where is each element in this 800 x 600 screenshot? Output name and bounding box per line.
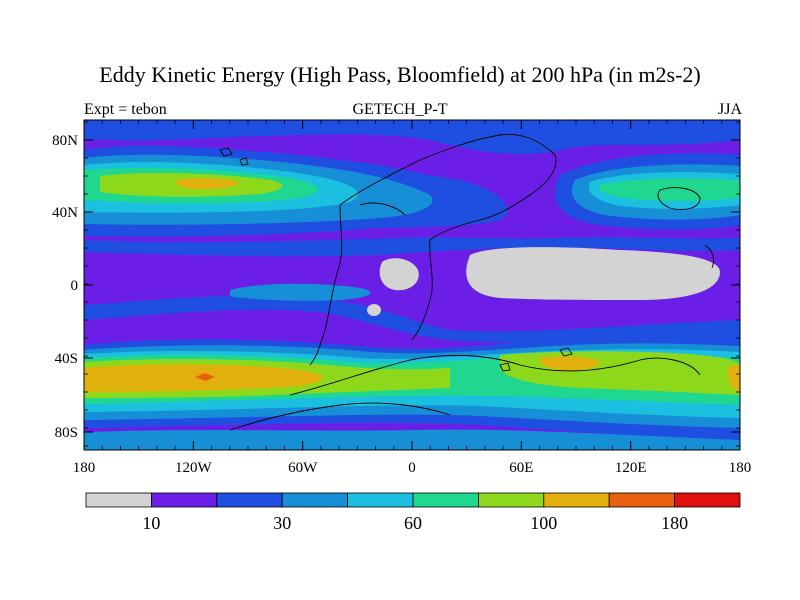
coast-south (289, 354, 701, 396)
colorbar-label: 30 (273, 513, 291, 533)
colorbar-box (412, 492, 479, 508)
fill-n-polar (84, 120, 740, 155)
fill-s-jet-6-edge (728, 364, 740, 392)
experiment-label: Expt = tebon (84, 101, 167, 118)
colorbar-box (216, 492, 283, 508)
fill-s-jet-6-east (539, 356, 600, 371)
colorbar-box (150, 492, 218, 508)
coast-north (339, 133, 557, 241)
colorbar-box (543, 492, 610, 508)
x-axis: 180 120W 60W 0 60E 120E 180 (73, 120, 752, 476)
x-tick-label: 120E (615, 460, 647, 476)
coast-east-margin (411, 239, 433, 341)
y-axis: 80N 40N 0 40S 80S (52, 121, 740, 447)
fill-ne-jet-4 (598, 178, 740, 201)
colorbar-label: 100 (530, 513, 557, 533)
colorbar-box (674, 492, 741, 508)
fill-trop-patch (230, 283, 371, 301)
coast-far-south (229, 402, 451, 431)
colorbar-box (85, 492, 152, 508)
colorbar: 10 30 60 100 180 (85, 492, 741, 533)
x-tick-label: 180 (729, 460, 752, 476)
season-label: JJA (717, 101, 742, 118)
fill-n-jet-6 (175, 178, 239, 189)
x-tick-label: 120W (175, 460, 213, 476)
coast-inner-north (359, 202, 406, 216)
x-tick-label: 60W (288, 460, 318, 476)
fill-eq-low-small (367, 304, 381, 316)
x-tick-label: 0 (408, 460, 416, 476)
colorbar-box (477, 492, 545, 508)
coast-island-east (657, 187, 701, 210)
x-tick-label: 60E (509, 460, 533, 476)
map-title: Eddy Kinetic Energy (High Pass, Bloomfie… (99, 62, 701, 87)
y-tick-label: 40N (52, 205, 78, 221)
colorbar-label: 60 (404, 513, 422, 533)
colorbar-label: 180 (661, 513, 688, 533)
coast-island-se1 (559, 347, 573, 357)
colorbar-box (608, 492, 676, 508)
contour-field (84, 120, 740, 450)
fill-eq-low-center (379, 258, 419, 291)
fill-s-polar (84, 429, 740, 450)
y-tick-label: 80N (52, 133, 78, 149)
fill-trop-s (84, 295, 740, 344)
coast-west-margin (309, 204, 343, 366)
y-tick-label: 0 (71, 278, 79, 294)
center-label: GETECH_P-T (352, 101, 448, 118)
colorbar-label: 10 (142, 513, 160, 533)
colorbar-box (281, 492, 349, 508)
fill-eq-low-east (466, 247, 720, 300)
coast-east-edge (704, 244, 715, 269)
x-tick-label: 180 (73, 460, 96, 476)
coast-island-nw1 (219, 147, 233, 157)
coastlines (219, 133, 715, 431)
colorbar-box (347, 492, 414, 508)
coast-island-se2 (499, 362, 511, 372)
fill-s-jet-max (195, 373, 215, 381)
fill-trop-n (84, 237, 740, 257)
coast-island-nw2 (239, 157, 249, 166)
y-tick-label: 80S (55, 425, 78, 441)
y-tick-label: 40S (55, 351, 78, 367)
